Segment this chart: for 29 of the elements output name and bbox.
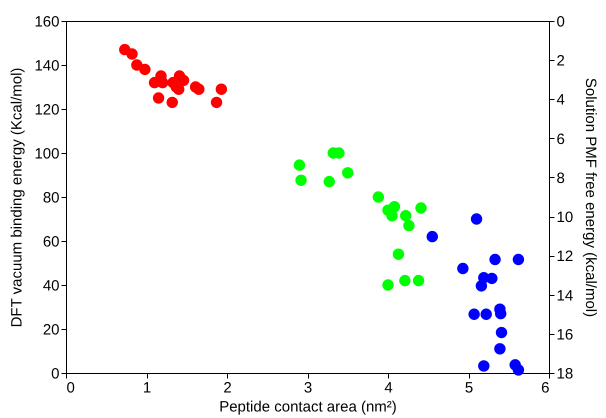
x-tick-label: 6 (541, 380, 550, 396)
y2-tick-label: 6 (556, 130, 565, 148)
x-tick-label: 2 (223, 380, 232, 396)
y2-tick-label: 18 (556, 366, 574, 382)
y-tick-label: 60 (42, 234, 60, 250)
x-tick-label: 5 (464, 380, 474, 396)
y2-tick-label: 4 (556, 92, 565, 109)
y-tick-label: 140 (34, 58, 60, 74)
y2-tick-label: 14 (556, 287, 574, 304)
y2-tick-label: 12 (556, 248, 574, 266)
y-tick-label: 100 (34, 146, 60, 162)
y-axis-title: DFT vacuum binding energy (Kcal/mol) (8, 68, 26, 328)
y-tick-label: 80 (42, 190, 60, 206)
y2-tick-label: 0 (556, 14, 565, 30)
x-tick-label: 1 (142, 380, 152, 396)
y2-tick-label: 10 (556, 209, 574, 226)
x-tick-label: 0 (66, 380, 75, 396)
y2-tick-label: 8 (556, 170, 565, 187)
y2-tick-label: 2 (556, 52, 565, 70)
y-tick-label: 40 (42, 278, 60, 294)
x-tick-label: 4 (384, 380, 393, 396)
y-tick-label: 0 (51, 366, 60, 382)
y2-axis-title: Solution PMF free energy (kcal/mol) (582, 78, 600, 318)
y-tick-label: 20 (42, 322, 60, 338)
x-tick-label: 3 (304, 380, 312, 396)
y2-tick-label: 16 (556, 326, 574, 344)
y-tick-label: 160 (34, 14, 60, 30)
y-tick-label: 120 (34, 102, 60, 118)
x-axis-title: Peptide contact area (nm²) (219, 398, 397, 416)
